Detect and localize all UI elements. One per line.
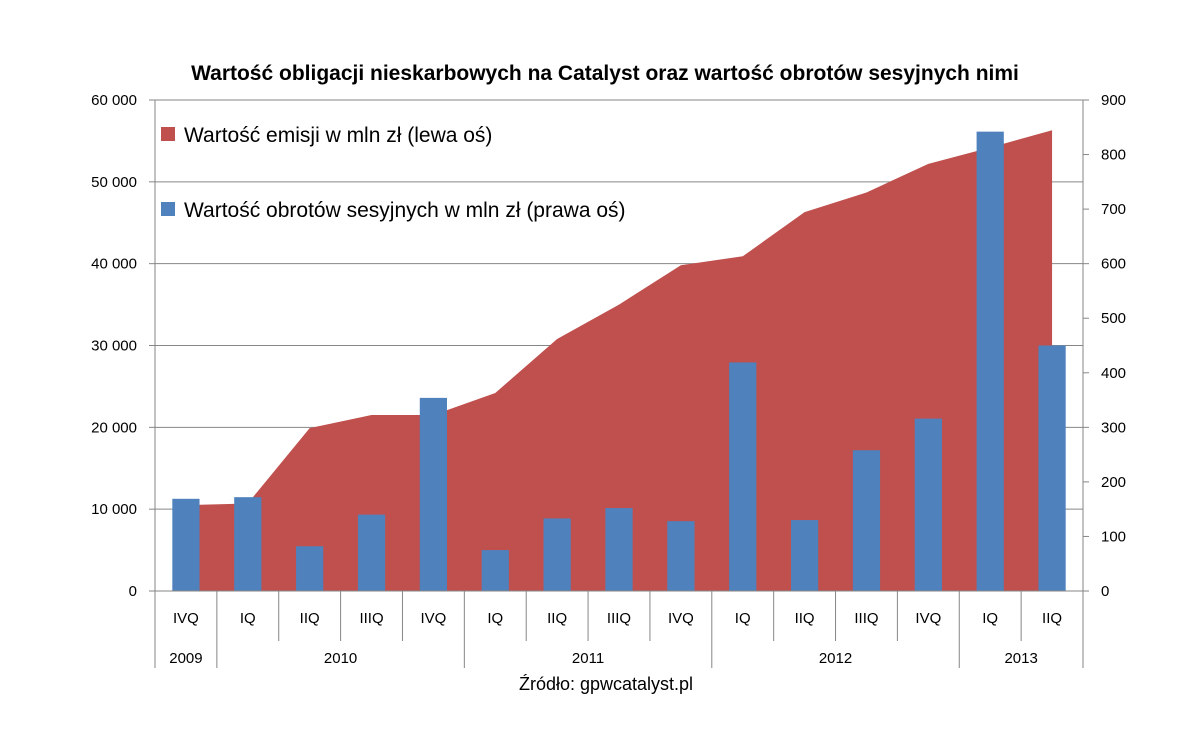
left-axis-ticks: 0 10 000 20 000 30 000 40 000 50 000 60 000 [91,92,155,600]
bar-turnover [357,514,386,591]
bar-turnover [1038,345,1066,591]
right-tick-label: 500 [1101,310,1126,327]
source-note: Źródło: gpwcatalyst.pl [519,674,693,694]
bar-series-layer [172,131,1066,592]
category-label: IVQ [668,610,694,627]
category-label: IQ [735,610,751,627]
chart-title: Wartość obligacji nieskarbowych na Catal… [191,62,1019,85]
left-tick-label: 20 000 [91,419,137,436]
area-series-layer [185,130,1053,592]
legend-swatch-turnover [161,202,175,216]
category-label: IIQ [1042,610,1062,627]
right-tick-label: 300 [1101,419,1126,436]
right-tick-label: 600 [1101,256,1126,273]
category-label: IIQ [300,610,320,627]
right-tick-label: 700 [1101,201,1126,218]
category-label: IQ [240,610,256,627]
category-label: IQ [487,610,503,627]
year-label: 2013 [1004,650,1037,667]
right-tick-label: 900 [1101,92,1126,109]
category-label: IIIQ [854,610,878,627]
right-tick-label: 800 [1101,147,1126,164]
left-tick-label: 60 000 [91,92,137,109]
bar-turnover [481,550,509,591]
year-label: 2009 [169,650,202,667]
left-tick-label: 0 [129,583,137,600]
axes [154,100,1084,668]
right-tick-label: 200 [1101,474,1126,491]
category-label: IVQ [915,610,941,627]
category-label: IIIQ [359,610,383,627]
year-label: 2012 [819,650,852,667]
legend-label-emission: Wartość emisji w mln zł (lewa oś) [184,124,492,147]
bar-turnover [729,362,757,591]
bar-turnover [667,521,695,591]
left-tick-label: 10 000 [91,501,137,518]
area-series-emission [185,130,1053,592]
left-tick-label: 30 000 [91,338,137,355]
category-label: IIIQ [607,610,631,627]
bar-turnover [543,518,571,591]
right-tick-label: 400 [1101,365,1126,382]
left-tick-label: 40 000 [91,256,137,273]
year-label: 2010 [324,650,357,667]
bar-turnover [790,520,819,591]
bar-turnover [605,508,633,591]
bar-turnover [914,418,942,591]
category-label: IQ [982,610,998,627]
legend: Wartość emisji w mln zł (lewa oś) Wartoś… [161,124,626,222]
category-label: IIQ [547,610,567,627]
category-label: IIQ [795,610,815,627]
bar-turnover [852,450,881,591]
year-label: 2011 [572,650,604,667]
category-label: IVQ [173,610,199,627]
right-tick-label: 100 [1101,528,1126,545]
category-label: IVQ [420,610,446,627]
bar-turnover [172,498,200,591]
right-tick-label: 0 [1101,583,1109,600]
bar-turnover [976,131,1004,592]
bar-turnover [296,546,324,591]
legend-label-turnover: Wartość obrotów sesyjnych w mln zł (praw… [184,199,626,222]
bar-turnover [419,397,448,591]
category-axis-labels: IVQ IQ IIQ IIIQ IVQ IQ IIQ IIIQ IVQ IQ IIQ IIIQ IVQ I… [169,610,1062,667]
legend-swatch-emission [161,127,175,141]
right-axis-ticks: 0 100 200 300 400 500 600 700 800 900 [1083,92,1126,600]
left-tick-label: 50 000 [91,174,137,191]
bar-turnover [234,497,262,591]
